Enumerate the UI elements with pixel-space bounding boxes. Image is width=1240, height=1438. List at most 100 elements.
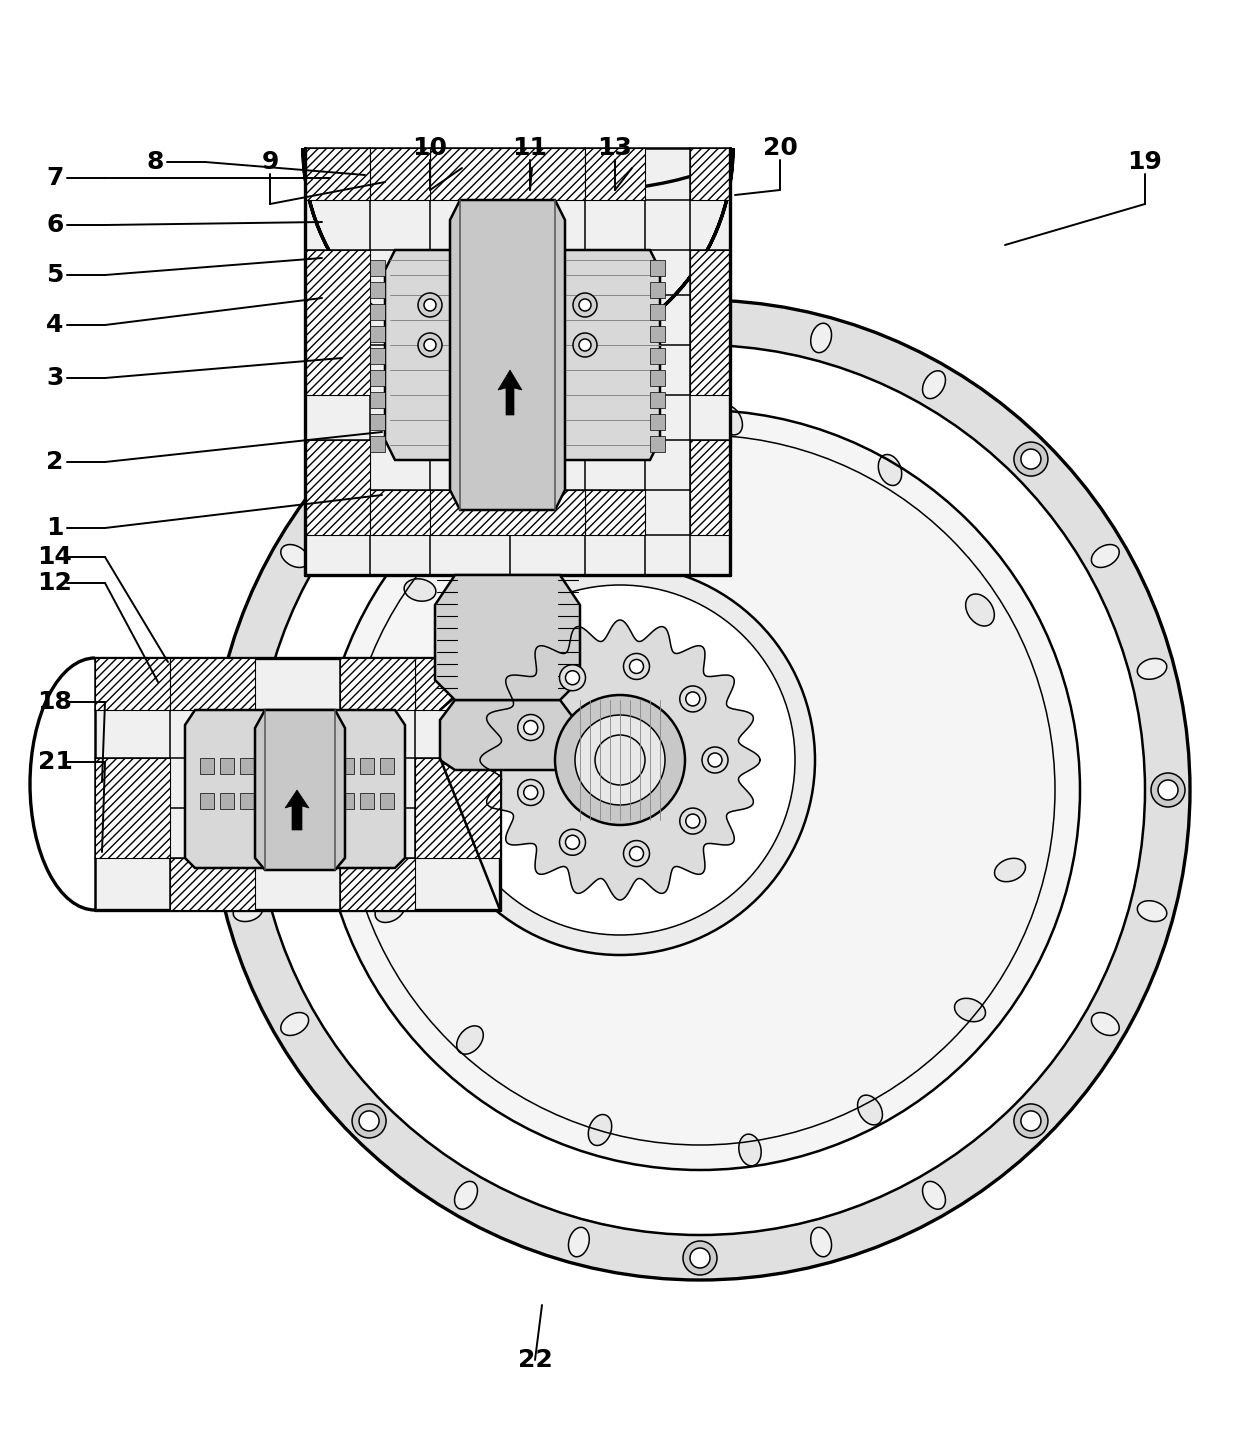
Polygon shape xyxy=(320,792,334,810)
Circle shape xyxy=(424,339,436,351)
Polygon shape xyxy=(370,348,384,364)
Text: 3: 3 xyxy=(46,367,63,390)
Text: 1: 1 xyxy=(46,516,63,541)
Circle shape xyxy=(702,746,728,774)
Polygon shape xyxy=(370,393,384,408)
Ellipse shape xyxy=(568,324,589,352)
Ellipse shape xyxy=(233,900,263,922)
Circle shape xyxy=(210,301,1190,1280)
Circle shape xyxy=(708,754,722,766)
Ellipse shape xyxy=(456,1025,484,1054)
Circle shape xyxy=(680,686,706,712)
Polygon shape xyxy=(370,260,384,276)
Polygon shape xyxy=(585,490,645,535)
Circle shape xyxy=(360,449,379,469)
Ellipse shape xyxy=(588,1114,611,1146)
Circle shape xyxy=(575,715,665,805)
Circle shape xyxy=(1151,774,1185,807)
Ellipse shape xyxy=(525,457,556,482)
Circle shape xyxy=(445,585,795,935)
Circle shape xyxy=(352,441,386,476)
Text: 2: 2 xyxy=(46,450,63,475)
Polygon shape xyxy=(305,250,370,395)
Text: 22: 22 xyxy=(517,1347,552,1372)
Circle shape xyxy=(624,653,650,679)
Ellipse shape xyxy=(1137,659,1167,679)
Polygon shape xyxy=(650,260,665,276)
Polygon shape xyxy=(360,792,374,810)
Polygon shape xyxy=(650,303,665,321)
Ellipse shape xyxy=(568,1228,589,1257)
Polygon shape xyxy=(200,758,215,774)
Ellipse shape xyxy=(858,1096,883,1125)
Polygon shape xyxy=(219,758,234,774)
Polygon shape xyxy=(170,659,255,710)
Ellipse shape xyxy=(1091,545,1120,568)
Polygon shape xyxy=(340,792,353,810)
Circle shape xyxy=(1021,449,1040,469)
Polygon shape xyxy=(340,659,415,710)
Text: 6: 6 xyxy=(46,213,63,237)
Polygon shape xyxy=(255,710,345,870)
Circle shape xyxy=(1158,779,1178,800)
Text: 12: 12 xyxy=(37,571,72,595)
Text: 14: 14 xyxy=(37,545,72,569)
Ellipse shape xyxy=(455,1182,477,1209)
Polygon shape xyxy=(370,370,384,385)
Polygon shape xyxy=(280,758,294,774)
Text: 18: 18 xyxy=(37,690,72,715)
Circle shape xyxy=(686,814,699,828)
Polygon shape xyxy=(95,659,170,710)
Ellipse shape xyxy=(374,897,405,922)
Polygon shape xyxy=(650,326,665,342)
Text: 9: 9 xyxy=(262,150,279,174)
Circle shape xyxy=(573,334,596,357)
Polygon shape xyxy=(440,700,575,769)
Text: 13: 13 xyxy=(598,137,632,160)
Polygon shape xyxy=(280,792,294,810)
Polygon shape xyxy=(430,148,585,200)
Polygon shape xyxy=(379,758,394,774)
Polygon shape xyxy=(689,440,730,535)
Circle shape xyxy=(424,299,436,311)
Ellipse shape xyxy=(955,998,986,1021)
Polygon shape xyxy=(305,148,730,575)
Ellipse shape xyxy=(455,371,477,398)
Circle shape xyxy=(518,715,543,741)
Circle shape xyxy=(579,339,591,351)
Ellipse shape xyxy=(994,858,1025,881)
Text: 11: 11 xyxy=(512,137,548,160)
Polygon shape xyxy=(450,200,565,510)
Text: 7: 7 xyxy=(46,165,63,190)
Ellipse shape xyxy=(923,1182,945,1209)
Circle shape xyxy=(680,808,706,834)
Polygon shape xyxy=(260,758,274,774)
Circle shape xyxy=(689,312,711,332)
Polygon shape xyxy=(650,348,665,364)
Circle shape xyxy=(1021,1112,1040,1130)
Text: 8: 8 xyxy=(146,150,164,174)
Polygon shape xyxy=(384,250,660,460)
Circle shape xyxy=(559,830,585,856)
Polygon shape xyxy=(305,440,370,535)
Polygon shape xyxy=(300,758,314,774)
Ellipse shape xyxy=(233,659,263,679)
Circle shape xyxy=(360,1112,379,1130)
Ellipse shape xyxy=(355,729,386,751)
Circle shape xyxy=(1014,441,1048,476)
Circle shape xyxy=(573,293,596,316)
Polygon shape xyxy=(370,326,384,342)
Polygon shape xyxy=(340,758,353,774)
Polygon shape xyxy=(300,792,314,810)
Circle shape xyxy=(565,835,579,850)
Circle shape xyxy=(418,293,441,316)
Polygon shape xyxy=(498,370,522,416)
Polygon shape xyxy=(370,148,430,200)
Ellipse shape xyxy=(1137,900,1167,922)
Polygon shape xyxy=(170,858,255,910)
Ellipse shape xyxy=(739,1135,761,1166)
Circle shape xyxy=(518,779,543,805)
Circle shape xyxy=(352,1104,386,1137)
Polygon shape xyxy=(415,659,500,710)
Ellipse shape xyxy=(404,580,436,601)
